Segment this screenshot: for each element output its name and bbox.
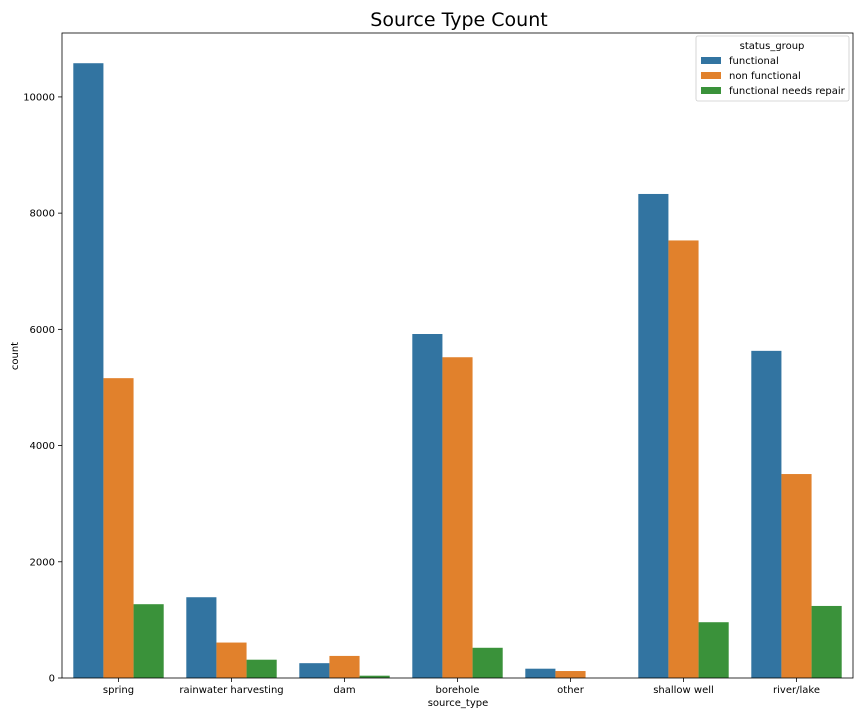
bar-borehole-non-functional	[442, 357, 473, 678]
legend-title: status_group	[740, 41, 805, 52]
x-tick-label: dam	[333, 685, 355, 696]
x-tick-label: rainwater harvesting	[179, 685, 283, 696]
y-tick-label: 4000	[30, 441, 55, 452]
y-axis: 0 2000 4000 6000 8000 10000	[23, 92, 62, 685]
legend-swatch-functional-needs-repair	[701, 87, 721, 94]
x-axis-label: source_type	[428, 698, 489, 709]
legend-label-functional: functional	[729, 56, 779, 67]
legend-box	[695, 35, 850, 102]
legend-items: functional non functional functional needs…	[701, 56, 846, 97]
y-tick-label: 8000	[30, 209, 55, 220]
y-axis-label: count	[10, 342, 21, 370]
bar-shallow-well-functional-needs-repair	[698, 622, 729, 678]
y-tick-label: 6000	[30, 325, 55, 336]
legend-swatch-functional	[701, 57, 721, 64]
legend-label-non-functional: non functional	[729, 71, 801, 82]
bar-shallow-well-functional	[638, 193, 669, 678]
bar-other-non-functional	[555, 671, 586, 678]
bar-river-lake-functional-needs-repair	[811, 605, 842, 678]
x-axis: spring rainwater harvesting dam borehole oth…	[103, 678, 820, 696]
y-tick-label: 0	[49, 674, 55, 685]
bar-spring-functional	[73, 63, 104, 679]
x-tick-label: spring	[103, 685, 134, 696]
x-tick-label: river/lake	[773, 685, 820, 696]
bar-borehole-functional	[412, 334, 443, 678]
bar-rainwater-harvesting-functional	[186, 597, 217, 678]
legend-label-functional-needs-repair: functional needs repair	[729, 86, 846, 97]
bar-dam-non-functional	[329, 655, 360, 678]
bar-dam-functional	[299, 663, 330, 678]
legend-swatch-non-functional	[701, 72, 721, 79]
x-tick-label: other	[557, 685, 585, 696]
bar-rainwater-harvesting-functional-needs-repair	[246, 659, 277, 678]
y-tick-label: 2000	[30, 557, 55, 568]
x-tick-label: shallow well	[653, 685, 714, 696]
bar-spring-functional-needs-repair	[133, 604, 164, 678]
bar-borehole-functional-needs-repair	[472, 647, 503, 678]
bar-river-lake-non-functional	[781, 474, 812, 678]
bar-spring-non-functional	[103, 378, 134, 678]
bars-layer	[73, 63, 842, 679]
bar-other-functional	[525, 668, 556, 678]
bar-rainwater-harvesting-non-functional	[216, 642, 247, 678]
bar-dam-functional-needs-repair	[359, 675, 390, 678]
bar-river-lake-functional	[751, 350, 782, 678]
x-tick-label: borehole	[436, 685, 480, 696]
bar-shallow-well-non-functional	[668, 240, 699, 678]
y-tick-label: 10000	[23, 92, 55, 103]
chart-title: Source Type Count	[370, 9, 547, 31]
